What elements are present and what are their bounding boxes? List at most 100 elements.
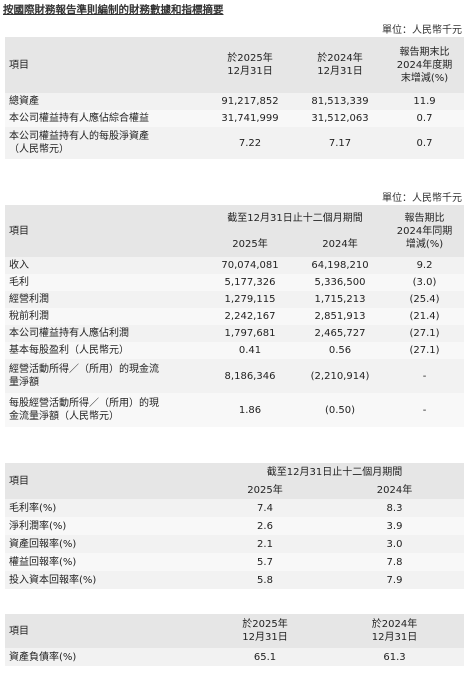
- table-cell: 於2025年 12月31日: [205, 614, 325, 648]
- table-cell: 0.41: [205, 342, 295, 359]
- table-row: 毛利率(%) 7.4 8.3: [5, 499, 465, 517]
- cell-text: 增減(%): [405, 238, 444, 250]
- table-cell: 於2024年 12月31日: [325, 614, 464, 648]
- table-cell: 2.1: [205, 535, 325, 553]
- table-cell: -: [385, 393, 465, 427]
- table-cell: 本公司權益持有人應佔利潤: [5, 325, 205, 342]
- table-cell: (21.4): [385, 308, 465, 325]
- table-cell: 資產回報率(%): [5, 535, 205, 553]
- page-title: 按國際財務報告準則編制的財務數據和指標摘要: [3, 4, 224, 16]
- header-col1: 於2025年 12月31日: [205, 37, 295, 93]
- table-header: 項目 於2025年 12月31日 於2024年 12月31日 報告期末比 2024年度…: [5, 37, 464, 93]
- table-row: 本公司權益持有人應佔利潤 1,797,681 2,465,727 (27.1): [5, 325, 465, 342]
- table-cell: 5.8: [205, 571, 325, 589]
- table-cell: 7.9: [325, 571, 465, 589]
- table-cell: 項目: [5, 463, 205, 499]
- cell-text: 12月31日: [371, 632, 418, 643]
- table-cell: 3.9: [325, 517, 465, 535]
- table-cell: 截至12月31日止十二個月期間: [205, 463, 465, 481]
- table-cell: 65.1: [205, 648, 325, 666]
- table-header: 項目 截至12月31日止十二個月期間 報告期比 2024年同期 增減(%): [5, 205, 465, 257]
- table-cell: 2024年: [295, 231, 386, 257]
- table-cell: 61.3: [325, 648, 464, 666]
- table-cell: 毛利率(%): [5, 499, 205, 517]
- table-cell: 項目: [5, 205, 205, 257]
- table-row: 資產負債率(%) 65.1 61.3: [5, 648, 464, 666]
- cell-text: 金流量淨額（人民幣元）: [9, 411, 119, 422]
- table-cell: 7.17: [295, 127, 385, 159]
- cell-text: 量淨額: [9, 377, 39, 388]
- table-row: 毛利 5,177,326 5,336,500 (3.0): [5, 274, 465, 291]
- cell-text: 本公司權益持有人的每股淨資產: [9, 131, 149, 142]
- cell-text: 12月31日: [242, 632, 288, 643]
- table-cell: 8,186,346: [205, 359, 295, 393]
- table-cell: 7.22: [205, 127, 295, 159]
- table-cell: 9.2: [385, 257, 465, 274]
- table-row: 資產回報率(%) 2.1 3.0: [5, 535, 465, 553]
- table-cell: 0.7: [385, 110, 464, 127]
- table-row: 本公司權益持有人應佔綜合權益 31,741,999 31,512,063 0.7: [5, 110, 464, 127]
- table-row: 經營利潤 1,279,115 1,715,213 (25.4): [5, 291, 465, 308]
- cell-text: 報告期末比: [399, 46, 450, 58]
- table-cell: 2,465,727: [295, 325, 386, 342]
- header-col2: 於2024年 12月31日: [295, 37, 385, 93]
- balance-table: 項目 於2025年 12月31日 於2024年 12月31日 報告期末比 2024年度…: [5, 37, 464, 159]
- cell-text: 於2024年: [317, 53, 363, 64]
- table-row: 基本每股盈利（人民幣元） 0.41 0.56 (27.1): [5, 342, 465, 359]
- cell-text: 經營活動所得／（所用）的現金流: [9, 364, 159, 375]
- table-cell: (3.0): [385, 274, 465, 291]
- cell-text: 每股經營活動所得／（所用）的現: [9, 398, 159, 409]
- table-cell: 81,513,339: [295, 93, 385, 110]
- cell-text: 於2025年: [227, 53, 273, 64]
- cell-text: （人民幣元）: [9, 144, 69, 155]
- table-row: 總資產 91,217,852 81,513,339 11.9: [5, 93, 464, 110]
- table-cell: 權益回報率(%): [5, 553, 205, 571]
- cell-text: 報告期比: [404, 212, 445, 224]
- unit-label: 單位：人民幣千元: [382, 25, 462, 36]
- table-cell: 本公司權益持有人的每股淨資產 （人民幣元）: [5, 127, 205, 159]
- table-cell: 收入: [5, 257, 205, 274]
- table-cell: 31,741,999: [205, 110, 295, 127]
- table-cell: 2,851,913: [295, 308, 386, 325]
- table-cell: (2,210,914): [295, 359, 386, 393]
- table-cell: 項目: [5, 614, 205, 648]
- table-cell: 基本每股盈利（人民幣元）: [5, 342, 205, 359]
- table-cell: 2025年: [205, 481, 325, 499]
- table-cell: (27.1): [385, 325, 465, 342]
- table-cell: 2.6: [205, 517, 325, 535]
- income-table: 項目 截至12月31日止十二個月期間 報告期比 2024年同期 增減(%) 2025…: [5, 205, 465, 427]
- ratios-table: 項目 截至12月31日止十二個月期間 2025年 2024年 毛利率(%) 7.4…: [5, 463, 465, 589]
- table-cell: 8.3: [325, 499, 465, 517]
- cell-text: 2024年度期: [396, 59, 453, 71]
- table-row: 每股經營活動所得／（所用）的現 金流量淨額（人民幣元） 1.86 (0.50) -: [5, 393, 465, 427]
- table-cell: 報告期比 2024年同期 增減(%): [385, 205, 465, 257]
- table-cell: 0.7: [385, 127, 464, 159]
- cell-text: 末增減(%): [400, 72, 449, 84]
- table-header: 項目 於2025年 12月31日 於2024年 12月31日: [5, 614, 464, 648]
- table-cell: 每股經營活動所得／（所用）的現 金流量淨額（人民幣元）: [5, 393, 205, 427]
- table-cell: 64,198,210: [295, 257, 386, 274]
- unit-label: 單位：人民幣千元: [382, 193, 462, 204]
- table-row: 收入 70,074,081 64,198,210 9.2: [5, 257, 465, 274]
- table-cell: 投入資本回報率(%): [5, 571, 205, 589]
- table-cell: 11.9: [385, 93, 464, 110]
- table-row: 經營活動所得／（所用）的現金流 量淨額 8,186,346 (2,210,914) -: [5, 359, 465, 393]
- table-cell: 1,279,115: [205, 291, 295, 308]
- table-cell: 5.7: [205, 553, 325, 571]
- table-cell: (25.4): [385, 291, 465, 308]
- table-cell: 5,336,500: [295, 274, 386, 291]
- table-row: 稅前利潤 2,242,167 2,851,913 (21.4): [5, 308, 465, 325]
- table-cell: 1,797,681: [205, 325, 295, 342]
- table-cell: 資產負債率(%): [5, 648, 205, 666]
- table-cell: 總資產: [5, 93, 205, 110]
- table-cell: 3.0: [325, 535, 465, 553]
- table-cell: 本公司權益持有人應佔綜合權益: [5, 110, 205, 127]
- table-cell: 31,512,063: [295, 110, 385, 127]
- table-cell: 2024年: [325, 481, 465, 499]
- cell-text: 2024年同期: [396, 225, 453, 237]
- table-row: 權益回報率(%) 5.7 7.8: [5, 553, 465, 571]
- table-header: 項目 截至12月31日止十二個月期間: [5, 463, 465, 499]
- table-cell: 5,177,326: [205, 274, 295, 291]
- table-cell: (27.1): [385, 342, 465, 359]
